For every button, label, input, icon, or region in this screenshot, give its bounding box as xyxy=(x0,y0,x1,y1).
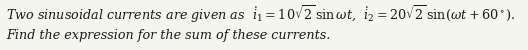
Text: Two sinusoidal currents are given as  $\dot{i}_1 = 10\sqrt{2}\,\sin\omega t$,  $: Two sinusoidal currents are given as $\d… xyxy=(6,4,516,25)
Text: Find the expression for the sum of these currents.: Find the expression for the sum of these… xyxy=(6,29,331,42)
